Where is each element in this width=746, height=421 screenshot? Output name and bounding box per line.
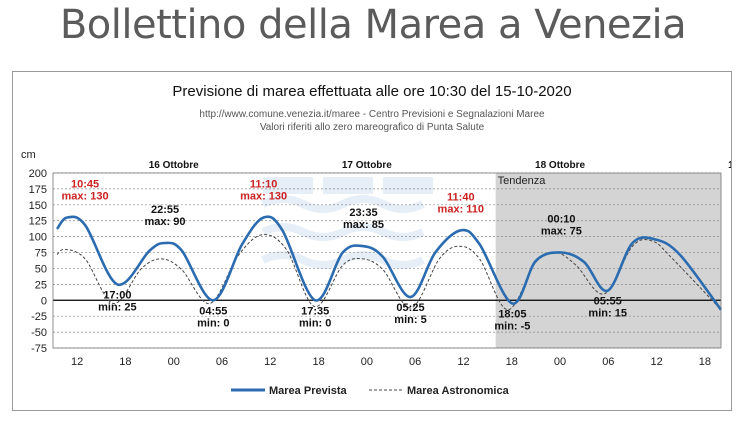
x-tick-label: 18: [119, 356, 131, 368]
x-tick-label: 00: [168, 356, 180, 368]
chart-frame: Previsione di marea effettuata alle ore …: [12, 71, 732, 411]
annotation-time: 05:25: [396, 302, 424, 314]
day-label: 19 Ottobre: [728, 160, 731, 171]
series-astronomical-line: [56, 234, 722, 311]
x-tick-label: 18: [312, 356, 324, 368]
annotation-value: min: 0: [197, 317, 229, 329]
legend-label-astronomical: Marea Astronomica: [407, 385, 510, 397]
x-tick-label: 12: [650, 356, 662, 368]
annotation-time: 04:55: [199, 305, 227, 317]
annotation-value: max: 90: [145, 216, 186, 228]
annotation-time: 18:05: [498, 308, 526, 320]
annotation-time: 00:10: [547, 214, 575, 226]
annotation-value: min: 15: [588, 308, 627, 320]
x-tick-label: 18: [699, 356, 711, 368]
annotation-value: min: 5: [394, 314, 426, 326]
annotation-time: 11:10: [250, 179, 278, 191]
trend-label: Tendenza: [498, 175, 547, 187]
x-tick-label: 06: [216, 356, 228, 368]
x-tick-label: 06: [409, 356, 421, 368]
x-tick-label: 06: [602, 356, 614, 368]
annotation-value: min: 25: [98, 301, 137, 313]
annotation-value: max: 130: [62, 191, 109, 203]
annotation-time: 22:55: [151, 204, 179, 216]
annotation-value: max: 75: [541, 226, 582, 238]
y-tick-label: 125: [29, 216, 47, 228]
annotation-value: min: -5: [494, 320, 530, 332]
legend-label-forecast: Marea Prevista: [269, 385, 348, 397]
plot-area: [52, 172, 722, 349]
x-tick-label: 00: [361, 356, 373, 368]
y-tick-label: 200: [29, 168, 47, 180]
x-tick-label: 00: [554, 356, 566, 368]
x-tick-label: 12: [71, 356, 83, 368]
day-label: 18 Ottobre: [535, 160, 585, 171]
chart-title: Previsione di marea effettuata alle ore …: [172, 83, 571, 100]
y-tick-label: -25: [31, 311, 47, 323]
y-tick-label: 50: [35, 263, 47, 275]
annotation-time: 10:45: [71, 179, 99, 191]
y-tick-label: 75: [35, 248, 47, 260]
annotation-value: max: 110: [438, 203, 484, 215]
y-tick-label: 0: [41, 295, 47, 307]
day-label: 16 Ottobre: [149, 160, 199, 171]
y-tick-label: 100: [29, 232, 47, 244]
page-title: Bollettino della Marea a Venezia: [59, 2, 687, 48]
annotation-time: 05:55: [594, 296, 622, 308]
y-tick-label: -50: [31, 327, 47, 339]
day-label: 17 Ottobre: [342, 160, 392, 171]
y-tick-label: 175: [29, 184, 47, 196]
annotation-time: 23:35: [349, 207, 377, 219]
x-tick-label: 12: [457, 356, 469, 368]
series-forecast-line: [55, 215, 723, 311]
x-tick-label: 18: [506, 356, 518, 368]
y-tick-label: 150: [29, 200, 47, 212]
annotation-value: max: 85: [343, 219, 384, 231]
x-tick-label: 12: [264, 356, 276, 368]
legend: Marea Prevista Marea Astronomica: [231, 385, 510, 397]
annotation-time: 17:00: [103, 289, 131, 301]
chart-subtitle-1: http://www.comune.venezia.it/maree - Cen…: [199, 109, 545, 120]
chart-subtitle-2: Valori riferiti allo zero mareografico d…: [260, 122, 485, 133]
y-axis-label: cm: [21, 149, 36, 161]
annotation-time: 17:35: [301, 305, 329, 317]
y-tick-label: 25: [35, 279, 47, 291]
annotation-time: 11:40: [447, 191, 475, 203]
watermark-logo: [261, 177, 433, 269]
annotation-value: min: 0: [299, 317, 331, 329]
annotation-value: max: 130: [240, 191, 287, 203]
tide-chart: Previsione di marea effettuata alle ore …: [21, 83, 731, 397]
y-tick-label: -75: [31, 343, 47, 355]
